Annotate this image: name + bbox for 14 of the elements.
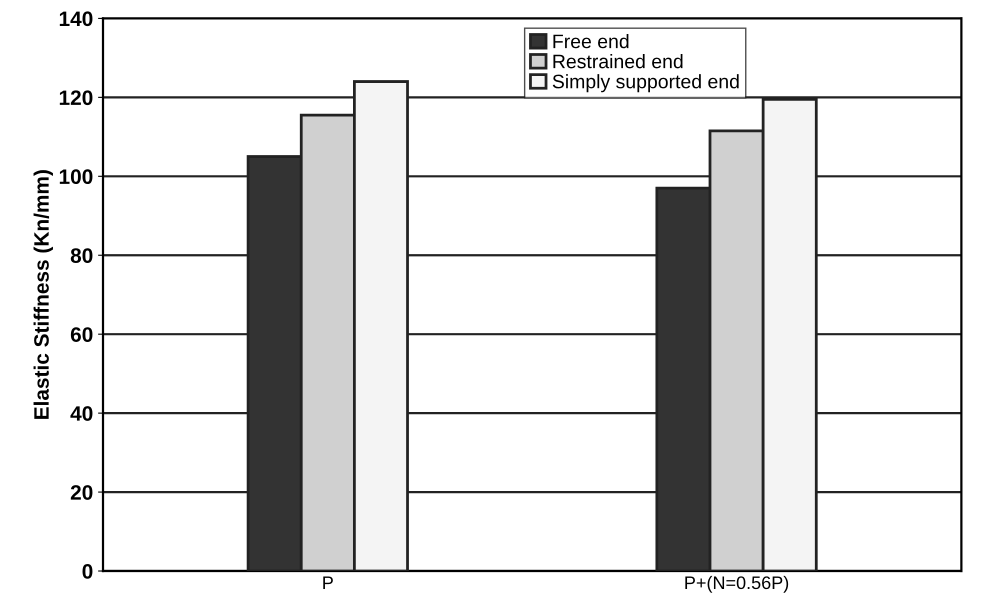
x-tick-label: P xyxy=(323,576,333,589)
legend-label: Restrained end xyxy=(553,54,682,68)
y-tick-label: 100 xyxy=(60,169,92,184)
y-tick-label: 120 xyxy=(60,90,92,106)
y-tick-label: 60 xyxy=(70,327,92,342)
y-tick-label: 0 xyxy=(82,564,92,579)
x-tick-label: P+(N=0.56P) xyxy=(685,576,788,593)
y-tick-label: 20 xyxy=(70,485,92,500)
y-tick-label: 80 xyxy=(70,248,92,264)
legend-label: Simply supported end xyxy=(552,74,739,92)
y-tick-label: 140 xyxy=(60,11,92,26)
legend-label: Free end xyxy=(553,34,628,48)
y-axis-title: Elastic Stiffness (Kn/mm) xyxy=(34,170,53,419)
y-tick-label: 40 xyxy=(70,406,92,421)
